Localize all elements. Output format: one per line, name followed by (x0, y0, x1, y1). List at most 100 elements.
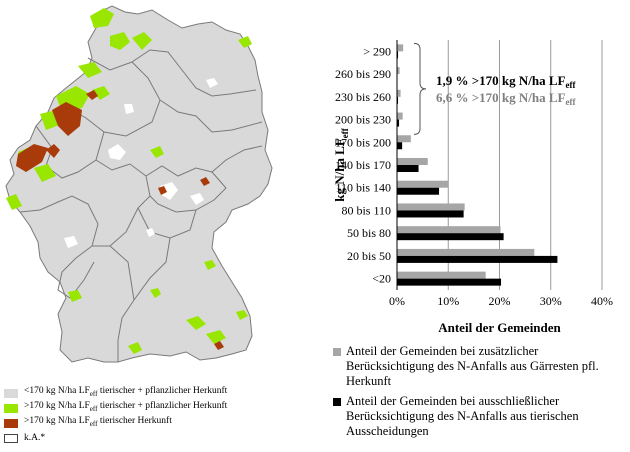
gt170-area (110, 32, 130, 50)
y-tick-label: 110 bis 140 (335, 181, 391, 195)
bar-tierisch (397, 165, 419, 172)
legend-label: k.A.* (24, 432, 46, 443)
legend-label: <170 kg N/ha LFeff tierischer + pflanzli… (24, 386, 228, 399)
map-legend-item-ka: k.A.* (4, 431, 304, 446)
bar-gaerreste (397, 135, 411, 143)
map-legend-item-lt170-tp: <170 kg N/ha LFeff tierischer + pflanzli… (4, 386, 304, 401)
bar-gaerreste (397, 271, 486, 279)
gt170-area (90, 8, 114, 28)
bar-legend-item: Anteil der Gemeinden bei ausschließliche… (333, 394, 628, 439)
bar-gaerreste (397, 180, 449, 188)
legend-label: Anteil der Gemeinden bei zusätzlicher Be… (346, 344, 599, 388)
gt170-area (34, 164, 56, 182)
gt170-area (132, 32, 152, 50)
bar-tierisch (397, 255, 558, 263)
y-tick-label: 140 bis 170 (335, 158, 391, 172)
x-tick-label: 40% (591, 294, 613, 308)
gt170-area (206, 330, 226, 344)
map-land (5, 5, 273, 363)
gt170-area (78, 62, 102, 78)
state-border (57, 57, 161, 137)
y-tick-label: 20 bis 50 (347, 249, 391, 263)
gt170-area (150, 288, 161, 298)
legend-swatch (4, 389, 18, 398)
state-border (19, 195, 99, 273)
ka-area (160, 182, 178, 200)
ka-area (108, 144, 126, 160)
map-legend-item-gt170-tp: >170 kg N/ha LFeff tierischer + pflanzli… (4, 401, 304, 416)
chart-grid (447, 40, 603, 290)
germany-map (5, 5, 273, 363)
bar-tierisch (397, 187, 440, 195)
y-tick-label: > 290 (363, 44, 391, 58)
gt170-area (68, 290, 82, 302)
state-border (145, 165, 227, 213)
y-tick-labels: <20 20 bis 50 50 bis 80 80 bis 110 110 bis 1… (335, 44, 391, 285)
ka-area (206, 78, 218, 88)
gt170-tier-area (214, 341, 224, 350)
x-tick-labels: 0% 10% 20% 30% 40% (389, 294, 613, 308)
gt170-tier-area (86, 90, 98, 100)
gt170-tier-area (158, 186, 167, 195)
legend-label: >170 kg N/ha LFeff tierischer Herkunft (24, 416, 172, 429)
x-tick-label: 10% (437, 294, 459, 308)
bar-legend-item: Anteil der Gemeinden bei zusätzlicher Be… (333, 344, 628, 389)
bar-gaerreste (397, 89, 401, 97)
ka-area (190, 193, 204, 205)
bar-tierisch (397, 142, 403, 150)
bar-tierisch (397, 233, 504, 241)
ka-area (64, 236, 78, 248)
gt170-tier-area (46, 144, 60, 158)
gt170-area (150, 146, 164, 158)
bar-gaerreste (397, 44, 404, 52)
gt170-area (238, 36, 252, 48)
state-border (57, 261, 95, 299)
map-legend: <170 kg N/ha LFeff tierischer + pflanzli… (4, 386, 304, 446)
x-axis-label: Anteil der Gemeinden (438, 320, 561, 335)
bar-tierisch (397, 96, 399, 104)
legend-label: >170 kg N/ha LFeff tierischer + pflanzli… (24, 401, 228, 414)
legend-swatch (333, 348, 341, 356)
bar-gaerreste (397, 226, 501, 234)
bar-tierisch (397, 210, 464, 218)
bar-gaerreste (397, 67, 400, 75)
y-tick-label: <20 (372, 272, 391, 286)
gt170-area (236, 310, 248, 320)
white-areas (64, 78, 218, 248)
bar-legend: Anteil der Gemeinden bei zusätzlicher Be… (333, 344, 628, 444)
annotation-line-1: 1,9 % >170 kg N/ha LFeff (436, 73, 576, 90)
legend-swatch (333, 398, 341, 406)
ka-area (124, 104, 134, 114)
gt170-tier-area (16, 144, 48, 172)
gt170-area (186, 316, 206, 330)
y-tick-label: 200 bis 230 (335, 113, 391, 127)
bar-gaerreste (397, 112, 403, 120)
legend-swatch (4, 434, 18, 443)
y-tick-label: 80 bis 110 (341, 203, 391, 217)
state-border (159, 99, 263, 133)
gt170-area (128, 342, 142, 354)
germany-outline (5, 5, 273, 363)
y-tick-label: 50 bis 80 (347, 226, 391, 240)
gt170-area (6, 194, 22, 210)
state-borders (19, 49, 263, 362)
state-border (131, 49, 257, 97)
legend-swatch (4, 404, 18, 413)
bar-gaerreste (397, 203, 465, 211)
bar-tierisch (397, 119, 400, 127)
y-tick-label: 230 bis 260 (335, 90, 391, 104)
bar-tierisch (397, 51, 399, 59)
brown-areas (16, 90, 224, 350)
x-tick-label: 30% (540, 294, 562, 308)
bar-gaerreste (397, 248, 535, 256)
legend-swatch (4, 419, 18, 428)
state-border (211, 145, 263, 173)
ka-area (146, 228, 155, 237)
legend-label: Anteil der Gemeinden bei ausschließliche… (346, 394, 579, 438)
y-tick-label: 170 bis 200 (335, 135, 391, 149)
gt170-tier-area (200, 177, 210, 186)
state-border (109, 245, 135, 301)
bar-gaerreste (397, 158, 428, 165)
chart-bars (397, 44, 558, 286)
x-tick-label: 20% (489, 294, 511, 308)
